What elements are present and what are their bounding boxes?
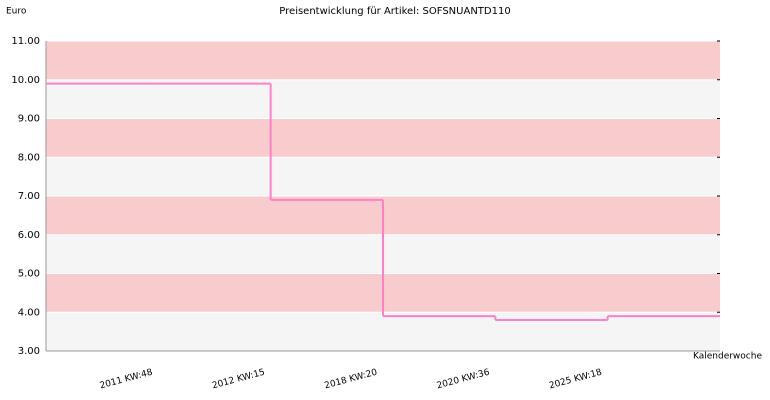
x-tick-label: 2012 KW:15 [211,368,266,392]
y-tick-label: 3.00 [18,346,40,357]
y-tick-label: 5.00 [18,269,40,280]
y-tick-label: 9.00 [18,114,40,125]
y-tick-label: 6.00 [18,230,40,241]
background-band [46,157,720,196]
x-tick-label: 2020 KW:36 [436,368,491,392]
y-tick-label: 4.00 [18,307,40,318]
y-tick-label: 8.00 [18,152,40,163]
y-axis-label: Euro [6,7,27,17]
background-band [46,79,720,119]
background-band [46,41,720,80]
x-tick-label: 2011 KW:48 [99,368,154,392]
chart-title: Preisentwicklung für Artikel: SOFSNUANTD… [279,6,510,17]
y-tick-label: 10.00 [11,75,40,86]
y-tick-label: 11.00 [11,36,40,47]
x-tick-label: 2018 KW:20 [323,368,378,392]
y-tick-label: 7.00 [18,191,40,202]
background-band [46,312,720,351]
x-axis-label: Kalenderwoche [693,352,762,362]
background-band [46,118,720,158]
x-tick-label: 2025 KW:18 [548,368,603,392]
